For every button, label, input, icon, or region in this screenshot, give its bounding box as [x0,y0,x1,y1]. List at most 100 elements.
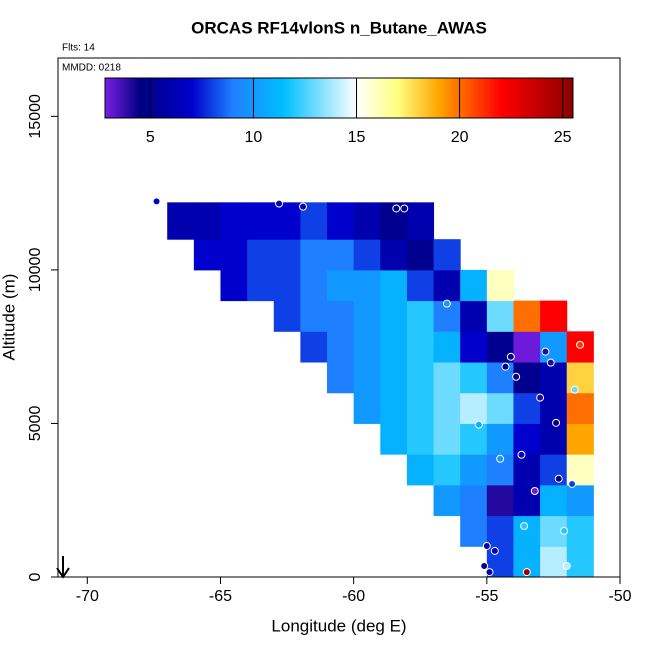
colorbar: 5 10 15 20 25 [104,77,574,146]
heatmap-cell [273,269,301,302]
heatmap-cell [380,239,408,271]
observation-point [496,454,505,463]
heatmap-cell [460,454,488,486]
observation-point [568,479,577,488]
x-tick-label: -55 [475,588,498,605]
heatmap-cell [327,362,355,394]
observation-point [552,418,561,427]
heatmap-cell [486,515,514,547]
heatmap-cell [193,239,221,271]
heatmap-cell [193,202,221,240]
heatmap-cell [486,392,514,424]
heatmap-cell [433,269,461,302]
observation-point [480,561,489,570]
observation-point [541,347,550,356]
heatmap-cell [566,484,594,517]
heatmap-cell [300,300,328,332]
heatmap-cell [513,515,541,547]
heatmap-cell [566,362,594,394]
heatmap-cell [433,454,461,486]
heatmap-cell [566,515,594,547]
heatmap-cell [406,331,435,363]
x-tick-label: -70 [76,588,99,605]
x-tick-label: -50 [608,588,631,605]
heatmap-cell [380,300,408,332]
heatmap-cell [273,239,301,271]
observation-point [576,340,585,349]
observation-points [152,197,585,577]
observation-point [517,450,526,459]
observation-point [152,197,161,206]
heatmap-cell [300,239,328,271]
heatmap-cell [247,269,275,302]
heatmap-cell [513,300,541,332]
heatmap-cell [353,300,381,332]
y-tick-label: 5000 [27,406,44,442]
heatmap-cell [513,392,541,424]
heatmap-cell [327,331,355,363]
y-tick-label: 15000 [27,94,44,139]
heatmap-cell [460,515,488,547]
colorbar-gradient [104,77,574,119]
heatmap-cell [433,484,461,517]
observation-point [442,299,451,308]
heatmap-cell [540,392,568,424]
plot-frame [57,57,621,578]
heatmap-cell [406,362,435,394]
y-axis-label: Altitude (m) [0,274,18,361]
heatmap-cell [540,546,568,578]
heatmap-cell [327,239,355,271]
heatmap [167,202,594,578]
heatmap-cell [220,239,248,271]
observation-point [474,420,483,429]
heatmap-cell [273,202,301,240]
observation-point [299,202,308,211]
x-tick-label: -65 [209,588,232,605]
observation-point [522,568,531,577]
observation-point [400,204,409,213]
heatmap-cell [406,454,435,486]
observation-point [554,474,563,483]
heatmap-cell [460,392,488,424]
heatmap-cell [380,392,408,424]
observation-point [482,541,491,550]
heatmap-cell [540,454,568,486]
observation-point [506,352,515,361]
heatmap-cell [327,269,355,302]
y-tick-label: 10000 [27,248,44,293]
colorbar-tick-label: 5 [146,129,155,146]
heatmap-cell [540,423,568,455]
observation-point [546,358,555,367]
arrow [56,556,70,579]
heatmap-cell [540,331,568,363]
heatmap-cell [273,300,301,332]
heatmap-cell [380,331,408,363]
annotation: MMDD: 0218 [62,63,121,74]
heatmap-cell [433,331,461,363]
heatmap-cell [566,392,594,424]
colorbar-tick-label: 15 [348,129,366,146]
heatmap-cell [300,269,328,302]
observation-point [560,526,569,535]
y-tick-label: 0 [27,572,44,581]
observation-point [520,522,529,531]
heatmap-cell [380,269,408,302]
heatmap-cell [406,423,435,455]
observation-point [501,362,510,371]
heatmap-cell [460,362,488,394]
heatmap-cell [540,300,568,332]
heatmap-cell [327,202,355,240]
observation-point [275,199,284,208]
heatmap-cell [167,202,195,240]
heatmap-cell [460,484,488,517]
heatmap-cell [406,392,435,424]
heatmap-cell [353,269,381,302]
colorbar-tick-label: 10 [245,129,263,146]
heatmap-cell [566,423,594,455]
heatmap-cell [220,269,248,302]
heatmap-cell [353,202,381,240]
x-tick-label: -60 [342,588,365,605]
heatmap-cell [460,300,488,332]
heatmap-cell [486,362,514,394]
heatmap-cell [406,269,435,302]
